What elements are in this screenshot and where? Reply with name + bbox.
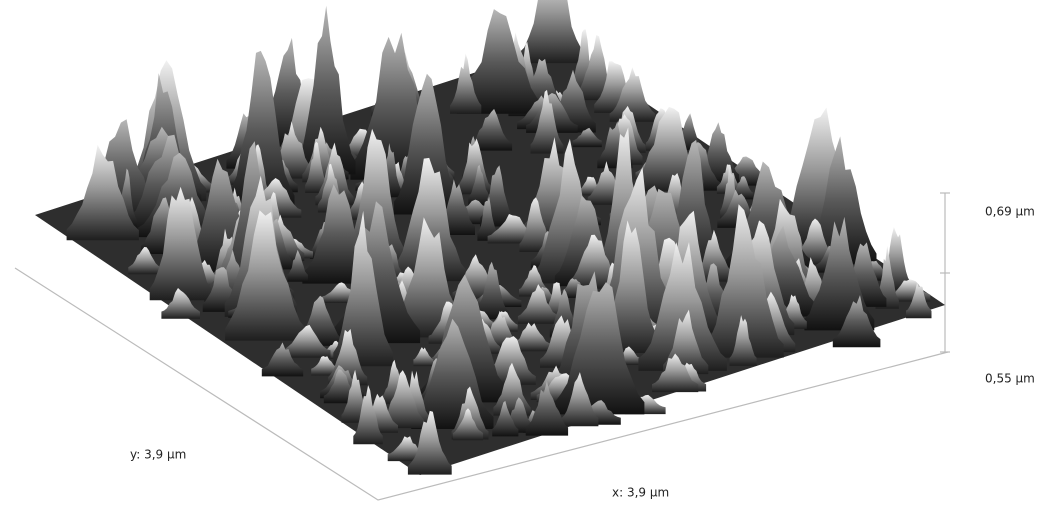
surface-peak (570, 234, 620, 289)
surface-peak (394, 73, 460, 215)
surface-peak (804, 216, 875, 331)
surface (35, 0, 945, 475)
surface-peak (517, 284, 559, 324)
surface-peak (477, 196, 498, 241)
surface-peak (392, 157, 467, 282)
surface-peak (525, 381, 569, 436)
surface-peak (333, 210, 394, 367)
surface-peak (227, 50, 295, 209)
surface-peak (305, 141, 328, 193)
surface-peak (149, 186, 212, 301)
z-max-label: 0,69 µm (985, 205, 1035, 219)
surface-peak (296, 5, 356, 175)
surface-peak (511, 322, 552, 352)
base-axes (14, 267, 949, 501)
surface-peak (483, 336, 536, 385)
surface-peak (407, 410, 452, 475)
surface-peak (732, 176, 753, 200)
surface-peak (492, 400, 519, 437)
surface-peak (450, 53, 482, 114)
surface-peak (530, 89, 564, 154)
surface-peak (475, 261, 509, 320)
surface-peak (572, 127, 602, 148)
surface-peak (519, 0, 586, 64)
surface-peak (452, 408, 484, 441)
surface-peak (287, 249, 308, 282)
surface-peak (694, 229, 734, 282)
surface-peak (795, 218, 835, 265)
surface-peak (353, 385, 383, 445)
surface-peak (652, 353, 699, 393)
surface-peak (381, 370, 424, 429)
z-min-label: 0,55 µm (985, 372, 1035, 386)
surface-peak (638, 242, 727, 371)
surface-peak (66, 144, 139, 241)
surface-peak (311, 356, 340, 376)
surface-peak (832, 295, 881, 348)
surface-peak (456, 9, 544, 114)
surface-peak (225, 210, 306, 341)
surface-peak (261, 342, 304, 377)
surface-peak (468, 164, 491, 206)
surface-peak (128, 247, 161, 275)
surface-peak (704, 204, 784, 358)
surface-peak (281, 324, 331, 358)
surface-peak (161, 288, 200, 319)
surface-peak (413, 347, 434, 367)
x-axis-label: x: 3,9 µm (612, 486, 669, 500)
surface-peak (470, 108, 513, 151)
surface-peak (561, 372, 599, 427)
surface-peak (729, 315, 757, 366)
surface-peak (609, 67, 656, 122)
surface-peak (906, 283, 932, 319)
y-axis-label: y: 3,9 µm (130, 448, 186, 462)
